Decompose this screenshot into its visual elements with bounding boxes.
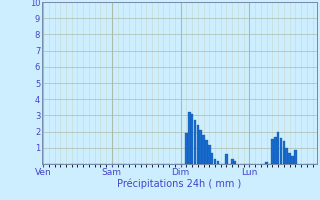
- Bar: [285, 148, 288, 164]
- Bar: [283, 141, 285, 164]
- Bar: [234, 161, 236, 164]
- Bar: [194, 120, 196, 164]
- Bar: [225, 154, 228, 164]
- Bar: [265, 162, 268, 164]
- Bar: [191, 114, 193, 164]
- Bar: [211, 153, 213, 164]
- Bar: [231, 159, 234, 164]
- Bar: [217, 161, 219, 164]
- Bar: [214, 159, 216, 164]
- Bar: [277, 132, 279, 164]
- Bar: [280, 138, 282, 164]
- Bar: [185, 133, 188, 164]
- Bar: [202, 135, 205, 164]
- Bar: [274, 137, 276, 164]
- Bar: [196, 125, 199, 164]
- Bar: [199, 130, 202, 164]
- Bar: [205, 140, 208, 164]
- Bar: [294, 150, 297, 164]
- Bar: [271, 139, 274, 164]
- Bar: [208, 145, 211, 164]
- X-axis label: Précipitations 24h ( mm ): Précipitations 24h ( mm ): [117, 179, 241, 189]
- Bar: [291, 156, 294, 164]
- Bar: [188, 112, 190, 164]
- Bar: [288, 153, 291, 164]
